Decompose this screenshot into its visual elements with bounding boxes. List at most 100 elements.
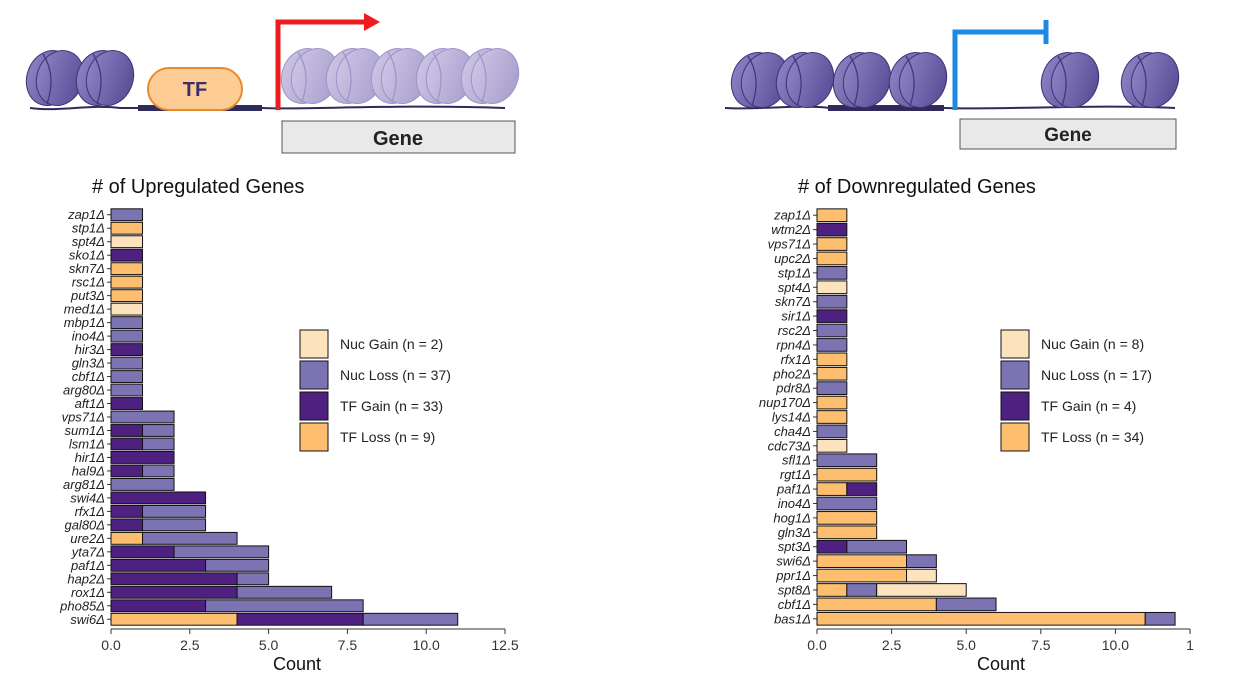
bar-segment	[816, 309, 848, 323]
legend-label: TF Loss (n = 34)	[1041, 429, 1144, 445]
y-tick-label: swi6Δ	[70, 612, 105, 627]
gene-box	[959, 118, 1177, 150]
bar-segment	[110, 316, 144, 330]
bar-segment	[816, 251, 848, 266]
bar-segment	[816, 237, 848, 251]
dna-strand	[724, 105, 831, 110]
legend-swatch	[1000, 360, 1030, 390]
bar-segment	[110, 491, 207, 505]
y-tick-label: vps71Δ	[62, 410, 105, 425]
chart-title: # of Downregulated Genes	[798, 176, 1036, 198]
nucleosome-row-faded	[280, 48, 520, 104]
bar-segment	[110, 437, 144, 451]
x-tick-label: 2.5	[882, 637, 902, 653]
bar-segment	[110, 585, 238, 599]
y-tick-label: swi6Δ	[776, 554, 811, 569]
y-tick-label: rsc2Δ	[778, 323, 811, 338]
bar-segment	[110, 302, 144, 316]
bar-segment	[816, 352, 848, 367]
bar-segment	[110, 397, 144, 410]
y-tick-label: stp1Δ	[778, 265, 811, 280]
bar-segment	[110, 356, 144, 370]
bar-segment	[906, 554, 937, 568]
y-tick-label: pho2Δ	[772, 366, 811, 381]
legend-swatch	[299, 329, 329, 359]
gene-label: Gene	[1044, 125, 1092, 146]
y-tick-label: pdr8Δ	[775, 381, 811, 396]
bar-segment	[205, 599, 364, 613]
y-tick-label: hir3Δ	[75, 342, 105, 357]
y-tick-label: sum1Δ	[64, 423, 105, 438]
bar-segment	[816, 568, 908, 583]
legend-swatch	[299, 360, 329, 390]
bar-segment	[816, 338, 848, 352]
bar-segment	[846, 583, 878, 597]
downregulation-diagram: Gene	[724, 20, 1180, 150]
nucleosome-icon	[325, 48, 385, 104]
bar-segment	[110, 464, 144, 478]
y-tick-label: ino4Δ	[778, 496, 811, 511]
gene-label: Gene	[373, 128, 423, 150]
bar-segment	[362, 612, 459, 626]
bar-segment	[110, 262, 144, 276]
bar-segment	[816, 611, 1146, 626]
y-tick-label: rox1Δ	[71, 585, 105, 600]
y-tick-label: rfx1Δ	[75, 504, 105, 519]
bar-segment	[110, 248, 144, 262]
gene-box	[281, 120, 516, 154]
x-tick-label: 2.5	[180, 637, 200, 653]
bar-segment	[110, 599, 207, 613]
nucleosome-icon	[775, 52, 835, 108]
bar-segment	[816, 266, 848, 280]
y-tick-label: paf1Δ	[70, 558, 105, 573]
bar-segment	[110, 477, 175, 491]
y-tick-label: hap2Δ	[67, 571, 105, 586]
nucleosome-icon	[832, 52, 892, 108]
bar-segment	[816, 366, 848, 381]
bar-segment	[142, 531, 238, 545]
y-tick-label: rgt1Δ	[780, 467, 811, 482]
y-tick-label: stp1Δ	[72, 221, 105, 236]
bar-segment	[110, 370, 144, 383]
bar-segment	[816, 438, 848, 453]
x-tick-label: 10.0	[1102, 637, 1129, 653]
x-tick-label: 5.0	[259, 637, 279, 653]
legend-swatch	[1000, 329, 1030, 359]
chart-legend: Nuc Gain (n = 2) Nuc Loss (n = 37) TF Gain…	[299, 329, 451, 452]
bar-segment	[816, 583, 848, 597]
legend-swatch	[299, 391, 329, 421]
nucleosome-icon	[75, 50, 135, 106]
bar-segment	[110, 504, 144, 518]
bar-segment	[816, 539, 848, 554]
bar-segment	[110, 518, 144, 532]
bar-segment	[816, 496, 878, 511]
bar-segment	[816, 208, 848, 223]
bar-segment	[816, 511, 878, 525]
bar-segment	[110, 451, 175, 464]
legend-label: TF Loss (n = 9)	[340, 429, 435, 445]
y-tick-label: wtm2Δ	[771, 222, 811, 237]
upregulation-diagram: TF Gene	[25, 13, 520, 154]
y-tick-label: med1Δ	[64, 302, 105, 317]
bar-segment	[110, 235, 144, 249]
bar-segment	[110, 221, 144, 235]
tf-binding-site	[828, 105, 944, 111]
y-tick-label: zap1Δ	[773, 208, 811, 223]
chart-plot-area: 0.0 2.5 5.0 7.5 10.0 12.5 zap1Δstp1Δspt4Δsko1Δ…	[59, 207, 519, 653]
bar-segment	[816, 424, 848, 439]
y-tick-label: lys14Δ	[772, 410, 811, 425]
bar-segment	[142, 504, 207, 518]
bar-segment	[236, 572, 270, 586]
bar-segment	[935, 597, 997, 612]
bar-segment	[816, 294, 848, 309]
bar-segment	[816, 280, 848, 295]
nucleosome-icon	[1040, 52, 1100, 108]
bar-segment	[110, 572, 238, 586]
bar-segment	[846, 539, 908, 554]
y-tick-label: hir1Δ	[75, 450, 105, 465]
bar-segment	[816, 453, 878, 468]
legend-label: TF Gain (n = 4)	[1041, 398, 1136, 414]
y-tick-label: aft1Δ	[75, 396, 105, 411]
y-tick-label: hog1Δ	[773, 510, 811, 525]
y-tick-label: sir1Δ	[781, 309, 811, 324]
